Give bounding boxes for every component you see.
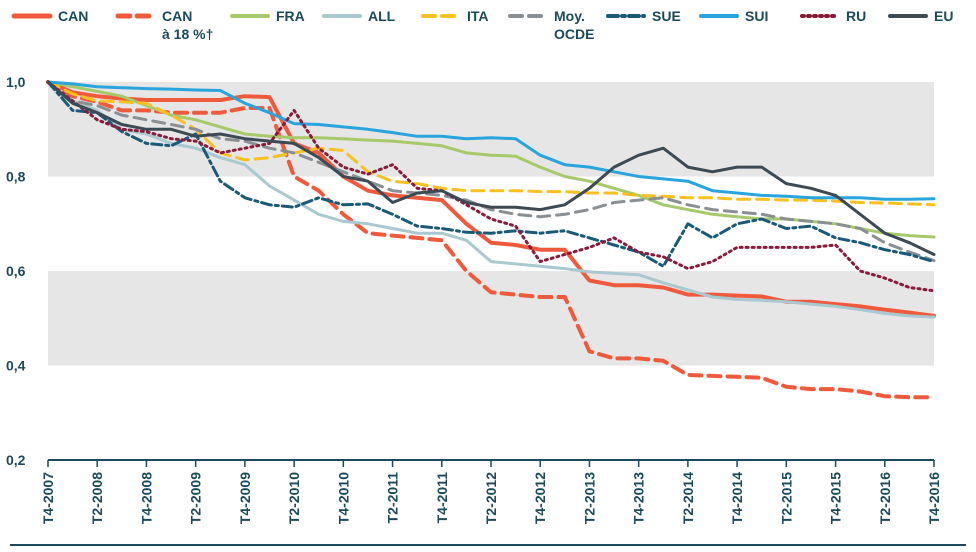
x-tick-label: T2-2011 — [385, 472, 401, 524]
legend-label: CAN — [162, 8, 192, 24]
x-tick-label: T4-2008 — [138, 472, 154, 524]
y-axis-ticks: 0,2 0,4 0,6 0,8 1,0 — [6, 74, 26, 468]
y-tick-label: 0,2 — [6, 452, 26, 468]
x-tick-label: T4-2013 — [631, 472, 647, 524]
grid-band — [48, 271, 934, 366]
series-line-can-18 — [46, 80, 936, 400]
y-tick-label: 0,6 — [6, 263, 26, 279]
x-tick-label: T4-2009 — [237, 472, 253, 524]
legend-label: EU — [934, 8, 953, 24]
x-tick-label: T2-2014 — [680, 472, 696, 524]
x-tick-label: T4-2014 — [729, 472, 745, 524]
series-line-eu — [46, 80, 936, 256]
series-line-sui — [46, 80, 936, 201]
x-tick-label: T2-2009 — [188, 472, 204, 524]
x-tick-label: T4-2007 — [40, 472, 56, 524]
grid-bands — [48, 82, 934, 460]
legend: CAN CAN à 18 %† FRA ALL ITA Moy. OCDE SUE SUI RU EU — [11, 8, 953, 42]
legend-label: OCDE — [554, 26, 594, 42]
x-tick-label: T2-2012 — [483, 472, 499, 524]
y-tick-label: 1,0 — [6, 74, 26, 90]
legend-label: FRA — [276, 8, 305, 24]
x-axis: T4-2007 T2-2008 T4-2008 T2-2009 T4-2009 T2-20… — [40, 459, 942, 524]
grid-band — [48, 365, 934, 460]
series-line-sue — [46, 80, 936, 268]
x-tick-label: T4-2015 — [828, 472, 844, 524]
grid-band — [48, 176, 934, 271]
x-tick-label: T4-2011 — [434, 472, 450, 524]
y-tick-label: 0,4 — [6, 358, 26, 374]
legend-label: CAN — [58, 8, 88, 24]
legend-label: Moy. — [554, 8, 585, 24]
legend-label: à 18 %† — [162, 26, 213, 42]
x-tick-label: T2-2010 — [286, 472, 302, 524]
legend-label: RU — [846, 8, 866, 24]
series-lines — [46, 80, 936, 400]
x-tick-label: T2-2015 — [778, 472, 794, 524]
y-tick-label: 0,8 — [6, 169, 26, 185]
legend-label: SUE — [652, 8, 681, 24]
x-tick-label: T4-2012 — [532, 472, 548, 524]
series-line-moy-ocde — [46, 80, 936, 263]
legend-label: ALL — [368, 8, 396, 24]
legend-label: SUI — [745, 8, 768, 24]
x-tick-label: T2-2008 — [89, 472, 105, 524]
x-tick-label: T2-2013 — [581, 472, 597, 524]
x-tick-label: T4-2010 — [335, 472, 351, 524]
grid-band — [48, 82, 934, 177]
series-line-ru — [46, 80, 936, 293]
series-line-all — [46, 80, 936, 319]
legend-label: ITA — [467, 8, 489, 24]
x-tick-label: T4-2016 — [926, 472, 942, 524]
x-tick-label: T2-2016 — [877, 472, 893, 524]
